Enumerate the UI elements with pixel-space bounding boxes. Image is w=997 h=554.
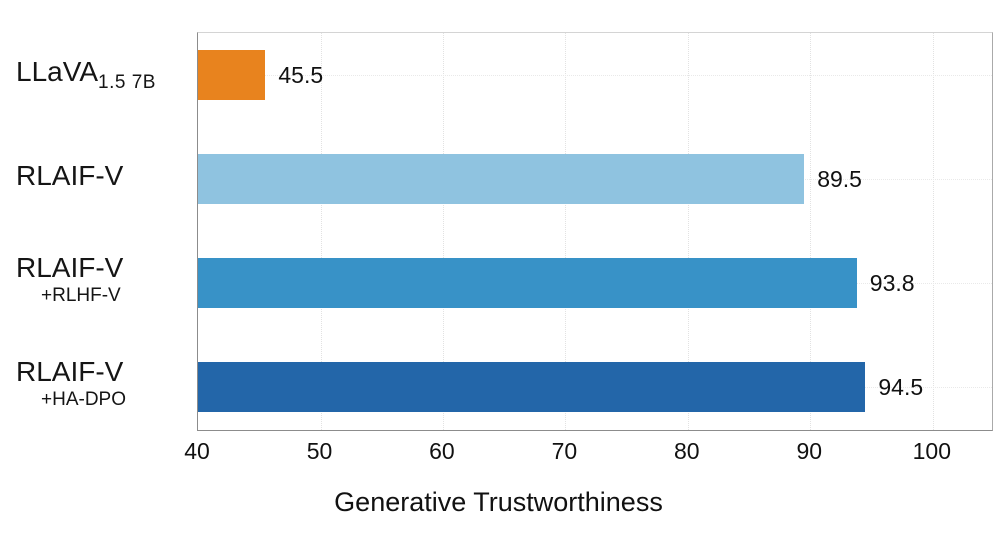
x-tick-label: 90 — [796, 438, 823, 464]
bar-rlaif-v-ha-dpo — [198, 362, 866, 412]
y-tick-label: LLaVA1.5 7B — [16, 56, 156, 99]
bar-value-label: 93.8 — [869, 270, 915, 296]
horizontal-gridline — [198, 75, 992, 76]
vertical-gridline — [320, 33, 322, 430]
vertical-gridline — [687, 33, 689, 430]
model-name-subscript: 1.5 7B — [98, 72, 156, 93]
y-tick-main-text: RLAIF-V — [16, 356, 126, 388]
bar-rlaif-v — [198, 154, 805, 204]
bar-value-label: 45.5 — [278, 62, 324, 88]
model-variant-text: +HA-DPO — [41, 389, 126, 410]
y-tick-label: RLAIF-V +RLHF-V — [16, 252, 123, 308]
bar-rlaif-v-rlhf-v — [198, 258, 857, 308]
model-name-text: LLaVA — [16, 56, 98, 87]
model-name-text: RLAIF-V — [16, 160, 124, 191]
vertical-gridline — [932, 33, 934, 430]
x-axis-title: Generative Trustworthiness — [334, 487, 663, 517]
x-tick-label: 40 — [184, 438, 210, 464]
bar-value-label: 94.5 — [878, 374, 924, 400]
vertical-gridline — [810, 33, 812, 430]
y-tick-label: RLAIF-V +HA-DPO — [16, 356, 126, 412]
bar-value-label: 89.5 — [817, 166, 862, 192]
model-name-text: RLAIF-V — [16, 356, 124, 387]
y-tick-label: RLAIF-V — [16, 160, 123, 192]
y-tick-main-text: RLAIF-V — [16, 252, 123, 284]
bar-llava-1-5-7b — [198, 50, 266, 100]
model-name-text: RLAIF-V — [16, 252, 124, 283]
plot-area: 45.5 89.5 93.8 94.5 — [197, 32, 993, 431]
x-tick-label: 60 — [429, 438, 455, 464]
vertical-gridline — [442, 33, 444, 430]
x-tick-label: 70 — [551, 438, 578, 464]
model-variant-text: +RLHF-V — [41, 285, 121, 306]
x-tick-label: 100 — [912, 438, 951, 464]
x-tick-label: 50 — [306, 438, 333, 464]
vertical-gridline — [565, 33, 567, 430]
y-tick-main-text: RLAIF-V — [16, 160, 123, 192]
x-tick-label: 80 — [674, 438, 700, 464]
y-tick-main-text: LLaVA1.5 7B — [16, 56, 156, 99]
